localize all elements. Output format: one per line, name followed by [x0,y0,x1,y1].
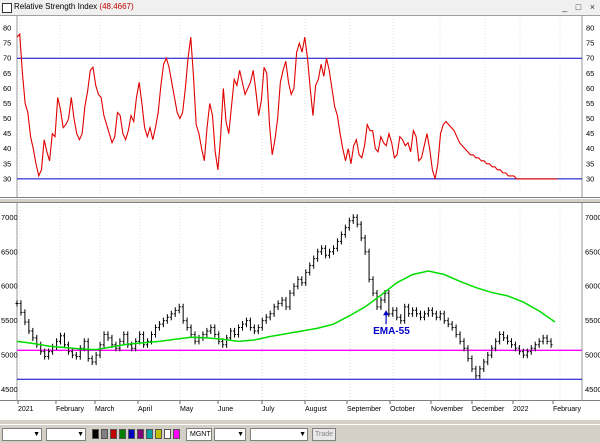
x-tick-label: June [218,406,233,413]
color-swatch[interactable] [146,429,153,439]
color-swatch[interactable] [92,429,99,439]
x-tick-label: April [138,406,152,413]
y-tick-label-left: 5500 [1,316,18,325]
symbol-field[interactable]: MGNT [186,428,212,441]
price-panel[interactable]: 4500 4500 5000 5000 5500 5500 6000 6000 6500 6500… [0,203,600,400]
y-tick-label-left: 40 [3,144,11,153]
account-select[interactable]: ▼ [250,428,308,441]
color-swatch[interactable] [101,429,108,439]
panel-splitter[interactable] [0,198,600,203]
x-tick-label: September [347,406,382,413]
up-arrow-head [383,310,390,316]
y-tick-label-left: 5000 [1,351,18,360]
y-tick-label-left: 60 [3,84,11,93]
indicator-title-bar: Relative Strength Index (48.4667) _ □ × [0,0,600,16]
y-tick-label-right: 75 [586,39,594,48]
x-tick-label: May [180,406,194,413]
color-swatch[interactable] [155,429,162,439]
x-tick-label: February [553,406,582,413]
y-tick-label-left: 30 [3,174,11,183]
y-tick-label-left: 35 [3,159,11,168]
indicator-name: Relative Strength Index [14,2,98,11]
date-axis-labels: 2021 February March April May June July August S… [17,401,582,413]
chevron-down-icon: ▼ [77,431,84,438]
indicator-current-value: (48.4667) [99,2,134,11]
price-chart: 4500 4500 5000 5000 5500 5500 6000 6000 6500 6500… [1,203,600,400]
chevron-down-icon: ▼ [237,431,244,438]
x-tick-label: 2021 [18,406,34,413]
x-tick-label: March [95,406,115,413]
timeframe-select[interactable]: ▼ [214,428,246,441]
x-tick-label: February [56,406,85,413]
rsi-chart: 30 30 35 35 40 40 45 45 50 50 55 55 60 60 65 65 70 70 75 75… [3,16,594,198]
y-tick-label-right: 30 [586,174,594,183]
y-tick-label-left: 70 [3,54,11,63]
x-tick-label: July [262,406,275,413]
y-tick-label-right: 70 [586,54,594,63]
y-tick-label-right: 65 [586,69,594,78]
y-tick-label-right: 5500 [585,316,600,325]
y-tick-label-right: 6500 [585,247,600,256]
y-tick-label-right: 50 [586,114,594,123]
y-tick-label-right: 5000 [585,351,600,360]
y-tick-label-right: 40 [586,144,594,153]
y-tick-label-right: 60 [586,84,594,93]
y-tick-label-left: 65 [3,69,11,78]
y-tick-label-right: 55 [586,99,594,108]
y-tick-label-left: 7000 [1,213,18,222]
y-tick-label-left: 45 [3,129,11,138]
color-swatch[interactable] [119,429,126,439]
bottom-toolbar: ▼ ▼ MGNT ▼ ▼ Trade [0,424,600,443]
y-tick-label-left: 50 [3,114,11,123]
x-tick-label: October [390,406,416,413]
x-tick-label: August [305,406,327,413]
y-tick-label-left: 80 [3,24,11,33]
chevron-down-icon: ▼ [299,431,306,438]
line-width-select[interactable]: ▼ [46,428,86,441]
indicator-title: Relative Strength Index (48.4667) [14,2,134,11]
y-tick-label-left: 4500 [1,385,18,394]
y-tick-label-right: 35 [586,159,594,168]
date-axis: 2021 February March April May June July August S… [0,400,600,420]
y-tick-label-right: 7000 [585,213,600,222]
y-tick-label-right: 4500 [585,385,600,394]
y-tick-label-left: 75 [3,39,11,48]
y-tick-label-left: 6000 [1,282,18,291]
symbol-value: MGNT [190,431,211,438]
color-swatch[interactable] [173,429,180,439]
x-tick-label: November [431,406,464,413]
y-tick-label-left: 6500 [1,247,18,256]
window-controls[interactable]: _ □ × [562,2,598,12]
chevron-down-icon: ▼ [33,431,40,438]
line-style-select[interactable]: ▼ [2,428,42,441]
color-swatch[interactable] [110,429,117,439]
y-tick-label-left: 55 [3,99,11,108]
y-tick-label-right: 80 [586,24,594,33]
ema-55-line [16,270,556,351]
x-tick-label: 2022 [513,406,529,413]
y-tick-label-right: 6000 [585,282,600,291]
color-swatch[interactable] [164,429,171,439]
x-tick-label: December [472,406,505,413]
y-tick-label-right: 45 [586,129,594,138]
ema-55-label: EMA-55 [373,326,410,337]
chart-app-icon [2,3,12,13]
trade-button[interactable]: Trade [312,428,336,441]
color-swatch[interactable] [137,429,144,439]
color-swatch[interactable] [128,429,135,439]
rsi-line [16,32,558,180]
rsi-panel[interactable]: 30 30 35 35 40 40 45 45 50 50 55 55 60 60 65 65 70 70 75 75… [0,16,600,198]
